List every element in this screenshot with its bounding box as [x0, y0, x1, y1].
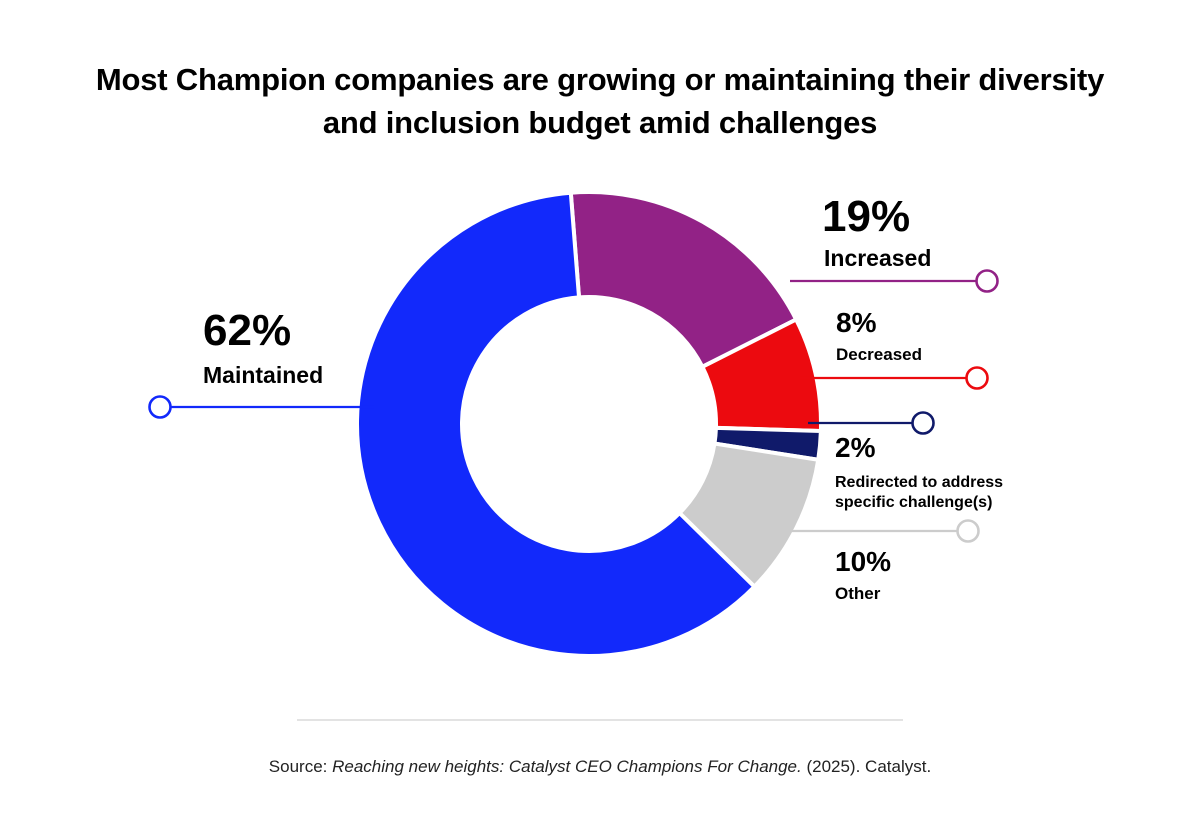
callout-marker-redirected-to-address-specific-challenge-s: [911, 411, 935, 435]
chart-title-line-1: Most Champion companies are growing or m…: [95, 62, 1105, 97]
value-label-increased: 19%: [822, 192, 910, 241]
value-label-other: 10%: [835, 546, 891, 577]
value-label-maintained: 62%: [203, 306, 291, 355]
callout-marker-maintained: [148, 395, 172, 419]
value-label-decreased: 8%: [836, 307, 877, 338]
chart-title: Most Champion companies are growing or m…: [0, 58, 1200, 144]
callout-marker-decreased: [965, 366, 989, 390]
slice-maintained: [355, 190, 758, 658]
category-label-decreased: Decreased: [836, 345, 922, 364]
source-suffix: (2025). Catalyst.: [801, 757, 932, 776]
slice-increased: [568, 190, 799, 370]
callout-marker-increased: [975, 269, 999, 293]
value-label-redirected-to-address-specific-challenge-s: 2%: [835, 432, 876, 463]
source-note: Source: Reaching new heights: Catalyst C…: [0, 757, 1200, 777]
category-label-maintained: Maintained: [203, 362, 323, 388]
callout-marker-other: [956, 519, 980, 543]
chart-title-line-2: and inclusion budget amid challenges: [322, 105, 878, 140]
category-label-other: Other: [835, 584, 881, 603]
category-label-redirected-to-address-specific-challenge-s: Redirected to address specific challenge(…: [835, 474, 1003, 511]
source-prefix: Source:: [268, 757, 333, 776]
divider: [297, 719, 903, 721]
category-label-increased: Increased: [824, 245, 931, 271]
source-title: Reaching new heights: Catalyst CEO Champ…: [332, 757, 802, 776]
